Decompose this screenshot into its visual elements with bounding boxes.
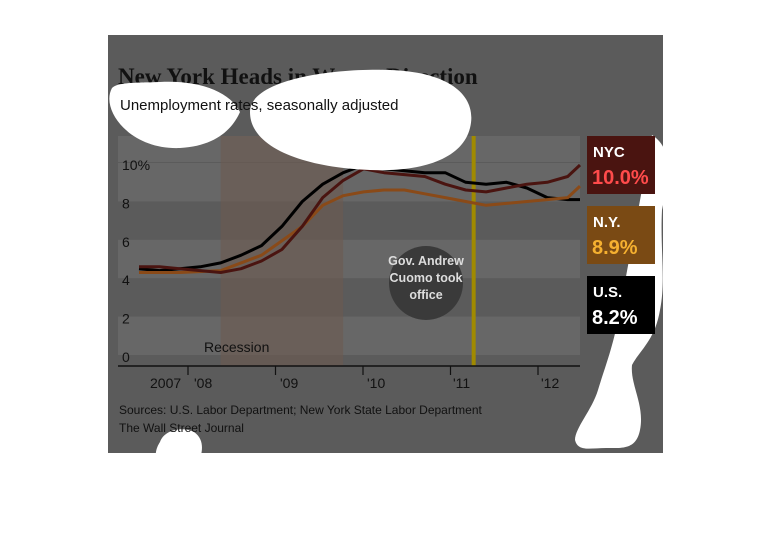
gridline-bands bbox=[118, 136, 580, 355]
legend-box-ny: N.Y. 8.9% bbox=[587, 206, 655, 264]
legend-series-name: U.S. bbox=[593, 284, 622, 301]
source-line-1: Sources: U.S. Labor Department; New York… bbox=[119, 403, 483, 417]
y-tick-label: 0 bbox=[122, 349, 130, 365]
x-tick-label: 2007 bbox=[150, 375, 181, 391]
legend-box-nyc: NYC 10.0% bbox=[587, 136, 655, 194]
legend-series-name: NYC bbox=[593, 144, 625, 161]
legend-box-bg bbox=[587, 276, 655, 334]
chart-subtitle: Unemployment rates, seasonally adjusted bbox=[120, 97, 398, 114]
grid-band bbox=[118, 316, 580, 355]
x-tick-label: '12 bbox=[541, 375, 559, 391]
y-tick-label: 10% bbox=[122, 157, 150, 173]
event-label-line-2: Cuomo took bbox=[390, 271, 463, 285]
highlight-blobs bbox=[109, 69, 472, 171]
y-tick-label: 6 bbox=[122, 234, 130, 250]
x-tick-label: '09 bbox=[280, 375, 298, 391]
legend-box-bg bbox=[587, 136, 655, 194]
highlight-blob-bottom bbox=[155, 429, 202, 462]
legend-latest-value: 10.0% bbox=[592, 167, 649, 189]
source-line-2: The Wall Street Journal bbox=[119, 421, 244, 435]
y-tick-label: 4 bbox=[122, 272, 130, 288]
x-tick-label: '08 bbox=[194, 375, 212, 391]
legend-latest-value: 8.2% bbox=[592, 307, 638, 329]
event-label-line-1: Gov. Andrew bbox=[388, 254, 464, 268]
legend-latest-value: 8.9% bbox=[592, 237, 638, 259]
event-bubble bbox=[389, 246, 463, 320]
x-tick-label: '10 bbox=[367, 375, 385, 391]
recession-label: Recession bbox=[204, 339, 269, 355]
legend-series-name: N.Y. bbox=[593, 214, 621, 231]
event-label-line-3: office bbox=[409, 288, 442, 302]
legend-box-us: U.S. 8.2% bbox=[587, 276, 655, 334]
series-line-ny bbox=[139, 185, 582, 274]
y-tick-label: 8 bbox=[122, 195, 130, 211]
x-tick-label: '11 bbox=[453, 375, 470, 391]
y-tick-label: 2 bbox=[122, 311, 130, 327]
legend-box-bg bbox=[587, 206, 655, 264]
